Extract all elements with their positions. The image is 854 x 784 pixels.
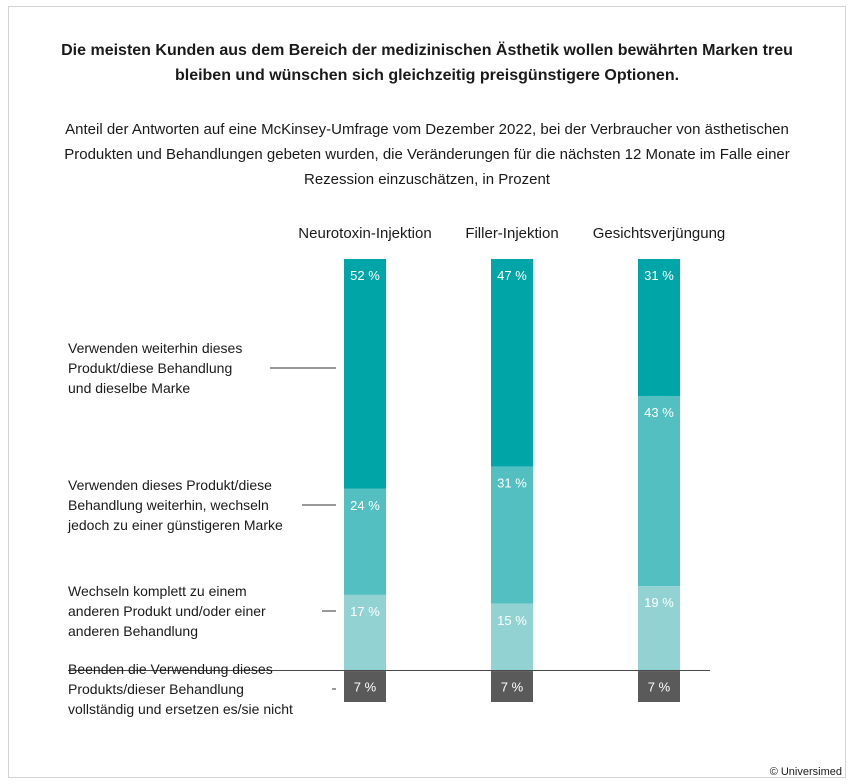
value-label-3-col-3: 19 % [644, 595, 674, 610]
bar-segment-3-col-3 [638, 586, 680, 671]
row-label-1-line-1: Verwenden weiterhin dieses [68, 340, 242, 356]
value-label-4-col-2: 7 % [501, 680, 524, 695]
chart-title: Die meisten Kunden aus dem Bereich der m… [61, 42, 793, 84]
bar-segment-2-col-2 [491, 466, 533, 604]
value-label-1-col-2: 47 % [497, 268, 527, 283]
column-header-3: Gesichtsverjüngung [593, 225, 726, 242]
value-label-2-col-1: 24 % [350, 498, 380, 513]
bar-segment-1-col-1 [344, 259, 386, 489]
copyright-footer: © Universimed [769, 766, 842, 778]
bar-segment-3-col-2 [491, 603, 533, 671]
bar-segment-1-col-3 [638, 259, 680, 397]
bar-segment-4-col-3 [638, 671, 680, 702]
bar-segment-4-col-2 [491, 671, 533, 702]
row-label-4-line-1: Beenden die Verwendung dieses [68, 661, 273, 677]
value-label-3-col-1: 17 % [350, 604, 380, 619]
row-label-1-line-3: und dieselbe Marke [68, 380, 190, 396]
row-label-3-line-2: anderen Produkt und/oder einer [68, 603, 266, 619]
row-label-3-line-3: anderen Behandlung [68, 623, 198, 639]
row-label-2-line-3: jedoch zu einer günstigeren Marke [67, 517, 283, 533]
bar-segment-1-col-2 [491, 259, 533, 467]
row-label-1-line-2: Produkt/diese Behandlung [68, 360, 232, 376]
bar-segment-2-col-1 [344, 488, 386, 595]
row-label-3-line-1: Wechseln komplett zu einem [68, 583, 247, 599]
bar-segment-3-col-1 [344, 594, 386, 671]
row-label-2-line-2: Behandlung weiterhin, wechseln [68, 497, 269, 513]
bar-segment-2-col-3 [638, 396, 680, 587]
value-label-4-col-3: 7 % [648, 680, 671, 695]
bar-segment-4-col-1 [344, 671, 386, 702]
value-label-3-col-2: 15 % [497, 613, 527, 628]
row-label-4-line-3: vollständig und ersetzen es/sie nicht [68, 701, 293, 717]
chart-frame [8, 6, 846, 778]
column-header-2: Filler-Injektion [465, 225, 558, 242]
row-label-2-line-1: Verwenden dieses Produkt/diese [68, 477, 272, 493]
value-label-2-col-3: 43 % [644, 405, 674, 420]
column-header-1: Neurotoxin-Injektion [298, 225, 431, 242]
value-label-4-col-1: 7 % [354, 680, 377, 695]
value-label-1-col-3: 31 % [644, 268, 674, 283]
value-label-1-col-1: 52 % [350, 268, 380, 283]
value-label-2-col-2: 31 % [497, 476, 527, 491]
chart-subtitle: Anteil der Antworten auf eine McKinsey-U… [64, 121, 790, 188]
row-label-4-line-2: Produkts/dieser Behandlung [68, 681, 244, 697]
